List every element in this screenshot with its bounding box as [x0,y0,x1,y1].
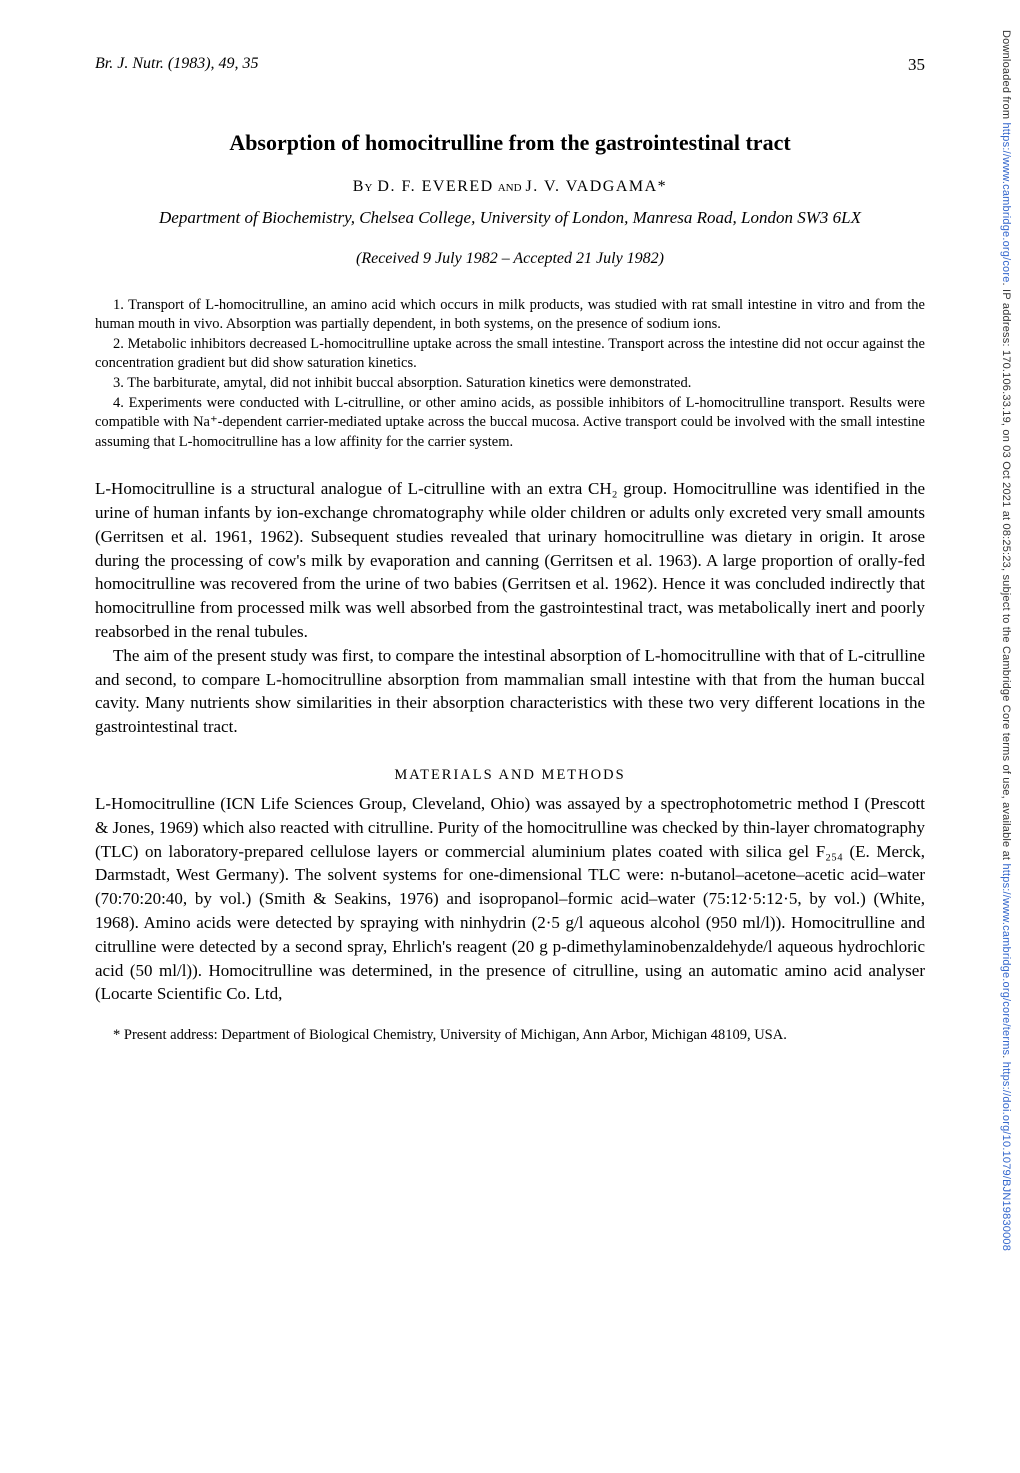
received-accepted-dates: (Received 9 July 1982 – Accepted 21 July… [95,250,925,268]
sidebar-prefix: Downloaded from [1000,30,1012,122]
sidebar-middle: . IP address: 170.106.33.19, on 03 Oct 2… [1000,283,1012,864]
body-paragraph-1: L-Homocitrulline is a structural analogu… [95,477,925,644]
sidebar-link-terms[interactable]: https://www.cambridge.org/core/terms [1000,863,1012,1055]
running-header: Br. J. Nutr. (1983), 49, 35 35 [95,55,925,75]
by-label: By [353,178,374,195]
authors-line: By D. F. EVERED and J. V. VADGAMA* [95,178,925,196]
journal-citation: Br. J. Nutr. (1983), 49, 35 [95,55,259,75]
abstract-item-4: 4. Experiments were conducted with L-cit… [95,394,925,453]
methods-text-block: L-Homocitrulline (ICN Life Sciences Grou… [95,792,925,1006]
sidebar-link-core[interactable]: https://www.cambridge.org/core [1000,122,1012,282]
download-sidebar: Downloaded from https://www.cambridge.or… [1000,30,1012,1430]
article-title: Absorption of homocitrulline from the ga… [95,130,925,156]
affiliation: Department of Biochemistry, Chelsea Coll… [95,206,925,230]
footnote: * Present address: Department of Biologi… [95,1026,925,1046]
body-paragraph-2: The aim of the present study was first, … [95,644,925,739]
and-label: and [498,178,522,195]
author-name-2: J. V. VADGAMA* [526,178,668,195]
body-paragraph-3: L-Homocitrulline (ICN Life Sciences Grou… [95,792,925,1006]
page-number: 35 [908,55,925,75]
abstract-item-2: 2. Metabolic inhibitors decreased L-homo… [95,335,925,374]
abstract-item-1: 1. Transport of L-homocitrulline, an ami… [95,296,925,335]
abstract-block: 1. Transport of L-homocitrulline, an ami… [95,296,925,453]
author-name-1: D. F. EVERED [377,178,493,195]
sidebar-link-doi[interactable]: https://doi.org/10.1079/BJN19830008 [1000,1062,1012,1251]
methods-heading: MATERIALS AND METHODS [95,767,925,784]
abstract-item-3: 3. The barbiturate, amytal, did not inhi… [95,374,925,394]
body-text-block: L-Homocitrulline is a structural analogu… [95,477,925,739]
